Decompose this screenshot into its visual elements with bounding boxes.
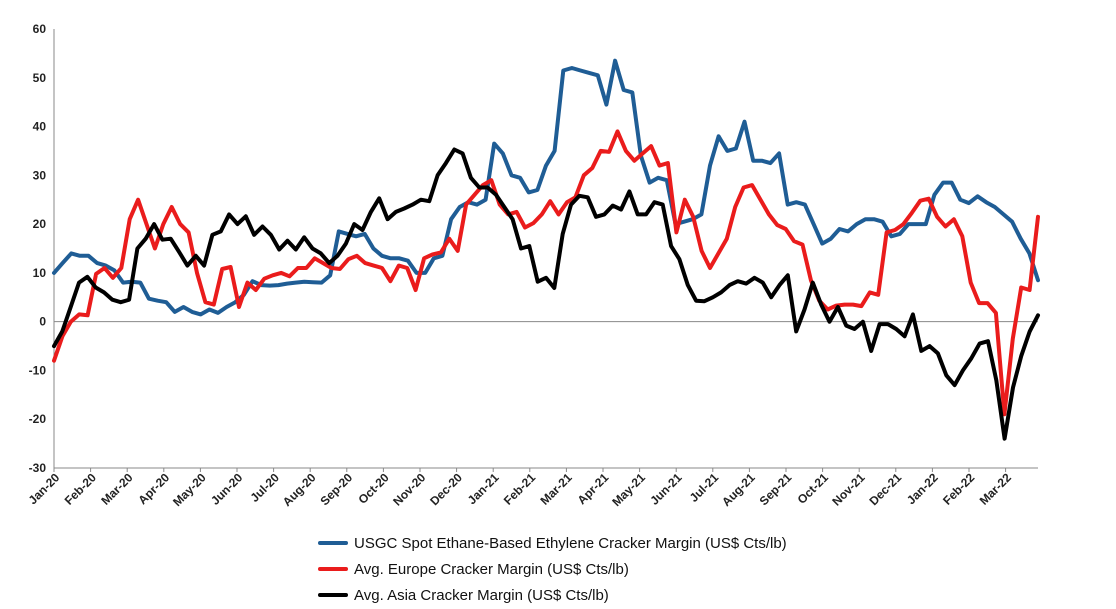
legend-label-usgc: USGC Spot Ethane-Based Ethylene Cracker …	[354, 534, 787, 552]
series-lines	[52, 58, 1040, 441]
y-tick-label: 30	[33, 168, 47, 182]
y-axis-ticks: 60 50 40 30 20 10 0 -10 -20 -30	[29, 22, 47, 475]
legend-item-asia: Avg. Asia Cracker Margin (US$ Cts/lb)	[318, 582, 787, 608]
y-tick-label: 10	[33, 266, 47, 280]
x-tick-label: Jan-20	[26, 470, 63, 507]
x-tick-label: Jun-21	[647, 470, 684, 507]
x-tick-label: Sep-20	[317, 470, 355, 508]
y-tick-label: -30	[29, 461, 47, 475]
x-tick-label: Mar-22	[977, 470, 1014, 507]
series-line-europe	[52, 129, 1040, 417]
x-tick-label: Feb-21	[501, 470, 538, 507]
series-line-usgc	[52, 58, 1040, 317]
x-tick-label: Sep-21	[757, 470, 795, 508]
x-tick-label: Aug-20	[280, 470, 319, 509]
axes	[53, 29, 1038, 469]
x-tick-label: Jan-21	[465, 470, 502, 507]
x-tick-label: Jun-20	[208, 470, 245, 507]
x-tick-label: May-21	[609, 470, 648, 509]
legend-swatch-usgc	[318, 541, 348, 545]
x-tick-label: Feb-22	[940, 470, 977, 507]
x-tick-label: Oct-20	[355, 470, 392, 507]
x-tick-label: Apr-21	[575, 470, 612, 507]
legend-swatch-asia	[318, 593, 348, 597]
x-tick-label: Dec-20	[427, 470, 465, 508]
y-tick-label: 50	[33, 71, 47, 85]
series-line-asia	[52, 147, 1040, 441]
y-tick-label: 20	[33, 217, 47, 231]
legend-swatch-europe	[318, 567, 348, 571]
x-tick-label: Dec-21	[866, 470, 904, 508]
y-tick-label: -20	[29, 412, 47, 426]
legend-label-europe: Avg. Europe Cracker Margin (US$ Cts/lb)	[354, 560, 629, 578]
y-tick-label: 40	[33, 120, 47, 134]
x-tick-label: Nov-21	[829, 470, 867, 508]
legend-item-usgc: USGC Spot Ethane-Based Ethylene Cracker …	[318, 530, 787, 556]
legend-label-asia: Avg. Asia Cracker Margin (US$ Cts/lb)	[354, 586, 609, 604]
y-tick-label: 0	[39, 315, 46, 329]
x-tick-label: Jul-21	[687, 470, 722, 505]
legend: USGC Spot Ethane-Based Ethylene Cracker …	[318, 530, 787, 608]
x-tick-label: Mar-20	[98, 470, 135, 507]
x-tick-label: Oct-21	[795, 470, 832, 507]
x-tick-label: Apr-20	[135, 470, 172, 507]
y-tick-label: -10	[29, 363, 47, 377]
x-tick-label: Mar-21	[538, 470, 575, 507]
x-tick-label: Jul-20	[248, 470, 283, 505]
x-tick-label: May-20	[170, 470, 209, 509]
x-tick-label: Jan-22	[904, 470, 941, 507]
x-tick-label: Aug-21	[719, 470, 758, 509]
x-tick-label: Nov-20	[390, 470, 428, 508]
x-tick-label: Feb-20	[62, 470, 99, 507]
y-tick-label: 60	[33, 22, 47, 36]
legend-item-europe: Avg. Europe Cracker Margin (US$ Cts/lb)	[318, 556, 787, 582]
